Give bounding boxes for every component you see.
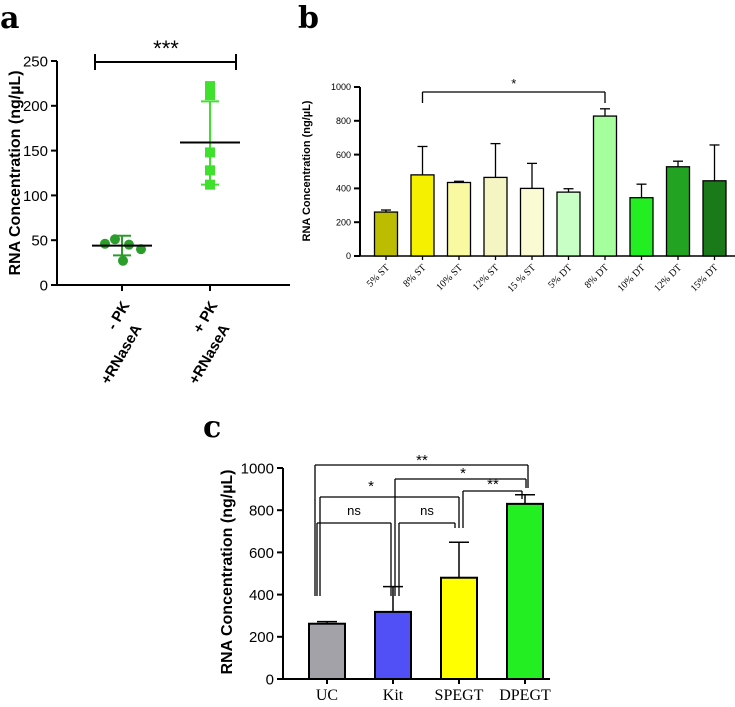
x-tick-label: +RNaseA — [186, 321, 234, 387]
data-point — [100, 238, 110, 249]
y-tick-label: 400 — [249, 587, 274, 604]
bar — [373, 211, 399, 257]
panel-a-label: a — [0, 1, 19, 36]
y-tick-label: 200 — [23, 98, 48, 115]
y-tick-label: 1000 — [331, 82, 351, 92]
bar — [308, 622, 346, 681]
y-axis-title: RNA Concentration (ng/µL) — [7, 70, 24, 275]
data-point — [205, 81, 215, 92]
bar — [483, 176, 508, 257]
panel-b: b 0 200 400 600 800 1000 RNA Concentration (ng… — [298, 1, 735, 295]
bar — [506, 502, 544, 680]
data-point — [205, 147, 215, 158]
bar — [592, 115, 618, 257]
data-point — [205, 90, 215, 101]
x-tick-label: 12% DT — [652, 262, 684, 294]
y-tick-label: 200 — [249, 629, 274, 646]
significance-label: * — [460, 465, 466, 482]
significance-label: ns — [347, 503, 361, 518]
x-tick-label: 15 % ST — [506, 262, 539, 295]
x-tick-label: 15% DT — [689, 262, 721, 294]
significance-label: * — [368, 478, 374, 495]
panel-c-label: c — [203, 410, 221, 445]
data-point — [205, 165, 215, 176]
y-tick-label: 800 — [249, 503, 274, 520]
x-tick-label: Kit — [383, 687, 404, 704]
x-tick-label: 10% DT — [616, 262, 648, 294]
bar — [665, 166, 691, 257]
x-tick-label: 8% DT — [583, 262, 611, 290]
x-tick-label: DPEGT — [499, 687, 551, 704]
data-point — [110, 234, 120, 245]
x-tick-label: SPEGT — [435, 687, 484, 704]
significance-label: ** — [416, 452, 428, 469]
bar — [702, 180, 727, 257]
bar — [519, 187, 545, 257]
y-tick-label: 250 — [23, 53, 48, 70]
y-tick-label: 400 — [336, 184, 351, 194]
panel-b-label: b — [298, 1, 319, 36]
significance-label: *** — [153, 36, 179, 61]
y-tick-label: 200 — [336, 217, 351, 227]
y-axis-title: RNA Concentration (ng/µL) — [219, 469, 236, 674]
data-point — [136, 244, 146, 255]
y-tick-label: 50 — [31, 233, 48, 250]
y-tick-label: 0 — [346, 251, 351, 261]
bar — [440, 576, 478, 680]
y-tick-label: 600 — [336, 150, 351, 160]
x-tick-label: +RNaseA — [98, 321, 146, 387]
bar — [446, 181, 472, 257]
x-tick-label: 12% ST — [471, 262, 502, 293]
significance-label: ns — [420, 503, 434, 518]
x-tick-label: 10% ST — [434, 262, 465, 293]
data-point — [205, 179, 215, 190]
significance-label: ** — [487, 476, 499, 493]
bar — [374, 610, 412, 680]
x-tick-label: 8% ST — [401, 262, 428, 289]
bar — [556, 191, 581, 257]
data-point — [118, 255, 128, 266]
y-tick-label: 150 — [23, 143, 48, 160]
bar — [410, 174, 435, 257]
y-tick-label: 0 — [40, 277, 48, 294]
y-tick-label: 0 — [266, 671, 274, 688]
significance-label: * — [511, 76, 516, 91]
x-tick-label: 5% DT — [546, 262, 574, 290]
y-tick-label: 100 — [23, 188, 48, 205]
bar — [629, 197, 654, 257]
y-tick-label: 1000 — [241, 460, 274, 477]
panel-c: c 0 200 400 600 800 1000 RNA Concentration (ng… — [203, 410, 551, 704]
y-axis-title: RNA Concentration (ng/µL) — [301, 100, 313, 241]
y-tick-label: 600 — [249, 545, 274, 562]
x-tick-label: UC — [316, 687, 338, 704]
y-tick-label: 800 — [336, 116, 351, 126]
x-tick-label: 5% ST — [365, 262, 392, 289]
